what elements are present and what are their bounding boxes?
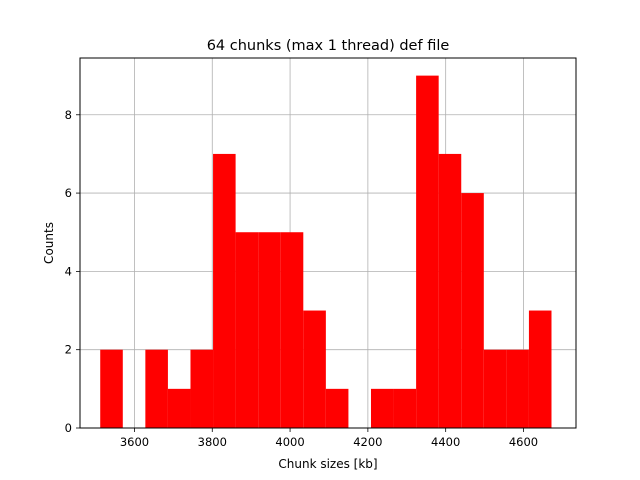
x-tick-label: 3800 [198,435,227,449]
x-tick-label: 4400 [431,435,460,449]
histogram-bar [190,349,214,428]
histogram-bar [100,349,123,428]
chart-title: 64 chunks (max 1 thread) def file [207,38,450,54]
histogram-bar [393,388,417,428]
histogram-bar [235,232,259,428]
histogram-bar [258,232,281,428]
histogram-bar [325,388,349,428]
histogram-bar [280,232,304,428]
y-tick-label: 0 [65,421,72,435]
histogram-bar [213,153,236,429]
histogram-bar [416,75,439,428]
histogram-bars [100,75,552,429]
x-tick-label: 3600 [120,435,149,449]
y-tick-label: 8 [65,108,72,122]
histogram-bar [145,349,168,428]
histogram-bar [370,388,394,428]
y-tick-label: 6 [65,186,72,200]
histogram-bar [483,349,507,428]
histogram-bar [506,349,529,428]
x-axis-label: Chunk sizes [kb] [278,457,377,471]
x-tick-label: 4000 [275,435,304,449]
histogram-bar [528,310,552,428]
histogram-bar [303,310,326,428]
x-tick-label: 4600 [509,435,538,449]
x-axis-ticks: 3600 3800 4000 4200 4400 4600 [120,428,538,449]
histogram-bar [461,193,484,428]
histogram-bar [167,388,191,428]
y-tick-label: 2 [65,343,72,357]
y-axis-label: Counts [42,222,56,264]
y-axis-ticks: 0 2 4 6 8 [65,108,80,435]
y-tick-label: 4 [65,264,72,278]
x-tick-label: 4200 [353,435,382,449]
plot-frame [79,57,577,429]
histogram-bar [438,153,462,429]
